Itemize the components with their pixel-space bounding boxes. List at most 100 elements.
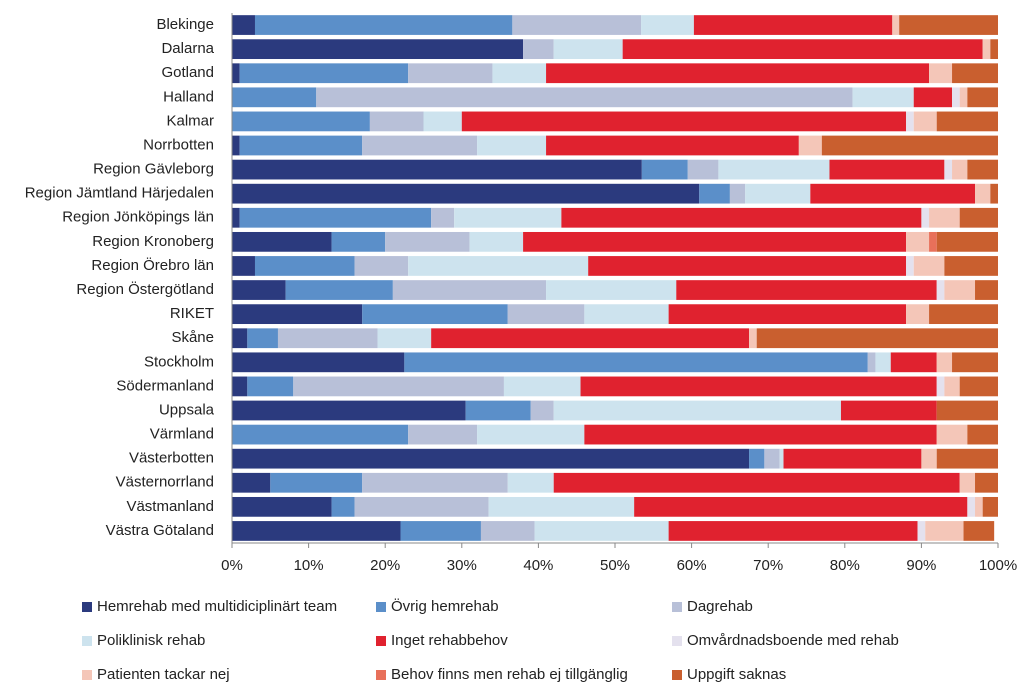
bar-segment bbox=[232, 39, 524, 60]
bar-segment bbox=[975, 280, 998, 300]
bar-segment bbox=[829, 159, 945, 180]
bar-segment bbox=[925, 521, 964, 541]
bar-segment bbox=[641, 15, 694, 35]
bar-segment bbox=[392, 280, 547, 300]
bar-segment bbox=[523, 231, 907, 252]
bar-segment bbox=[967, 496, 976, 517]
bar-segment bbox=[354, 496, 489, 517]
legend-swatch bbox=[376, 602, 386, 612]
bar-segment bbox=[408, 424, 478, 445]
bar-segment bbox=[936, 231, 998, 252]
bar-segment bbox=[232, 135, 240, 156]
legend-label: Uppgift saknas bbox=[687, 666, 786, 683]
bar-segment bbox=[232, 352, 405, 373]
legend-label: Patienten tackar nej bbox=[97, 666, 230, 683]
bar-segment bbox=[929, 207, 960, 228]
bar-segment bbox=[990, 39, 998, 60]
legend-label: Behov finns men rehab ej tillgänglig bbox=[391, 666, 628, 683]
legend-swatch bbox=[672, 636, 682, 646]
bar-segment bbox=[944, 159, 953, 180]
bar-segment bbox=[431, 207, 455, 228]
bar-segment bbox=[408, 63, 493, 84]
bar-segment bbox=[952, 87, 960, 108]
legend-swatch bbox=[82, 636, 92, 646]
bar-segment bbox=[936, 376, 945, 397]
bar-segment bbox=[400, 521, 481, 541]
bar-segment bbox=[232, 400, 466, 421]
bar-segment bbox=[967, 424, 998, 445]
bar-segment bbox=[362, 472, 508, 493]
bar-segment bbox=[408, 256, 589, 276]
bar-segment bbox=[584, 424, 937, 445]
bar-segment bbox=[553, 39, 623, 60]
bar-segment bbox=[967, 87, 998, 108]
bar-segment bbox=[477, 424, 585, 445]
bar-segment bbox=[875, 352, 891, 373]
bar-segment bbox=[783, 448, 922, 469]
bar-segment bbox=[480, 521, 535, 541]
bar-segment bbox=[232, 304, 363, 325]
bar-segment bbox=[331, 496, 355, 517]
bar-segment bbox=[239, 207, 432, 228]
bar-segment bbox=[668, 521, 918, 541]
bar-segment bbox=[431, 328, 750, 349]
bar-segment bbox=[779, 448, 784, 469]
bar-segment bbox=[254, 256, 355, 276]
bar-segment bbox=[982, 496, 998, 517]
x-tick-label: 50% bbox=[600, 557, 630, 574]
bar-segment bbox=[588, 256, 907, 276]
y-tick-label: Värmland bbox=[150, 426, 214, 443]
bar-segment bbox=[641, 159, 688, 180]
bar-segment bbox=[936, 448, 998, 469]
legend-swatch bbox=[672, 602, 682, 612]
bar-segment bbox=[852, 87, 914, 108]
bar-segment bbox=[936, 280, 945, 300]
bar-segment bbox=[553, 400, 841, 421]
legend-swatch bbox=[376, 636, 386, 646]
bar-segment bbox=[423, 111, 462, 132]
bar-segment bbox=[913, 256, 945, 276]
bar-segment bbox=[729, 183, 746, 204]
bar-segment bbox=[921, 448, 937, 469]
bar-segment bbox=[967, 159, 998, 180]
bar-segment bbox=[492, 63, 547, 84]
bar-segment bbox=[362, 135, 478, 156]
bar-segment bbox=[232, 328, 248, 349]
bar-segment bbox=[232, 496, 332, 517]
y-tick-label: Västerbotten bbox=[129, 450, 214, 467]
y-tick-label: Skåne bbox=[171, 329, 214, 346]
x-tick-label: 70% bbox=[753, 557, 783, 574]
bar-segment bbox=[622, 39, 983, 60]
legend-swatch bbox=[82, 670, 92, 680]
bar-segment bbox=[377, 328, 432, 349]
bar-segment bbox=[465, 400, 531, 421]
bar-segment bbox=[232, 63, 240, 84]
bar-segment bbox=[285, 280, 393, 300]
bar-segment bbox=[749, 328, 757, 349]
bar-segment bbox=[821, 135, 998, 156]
bar-segment bbox=[270, 472, 363, 493]
bar-segment bbox=[546, 135, 799, 156]
bar-segment bbox=[534, 521, 669, 541]
bar-segment bbox=[867, 352, 876, 373]
bar-segment bbox=[461, 111, 907, 132]
bar-segment bbox=[892, 15, 900, 35]
bar-segment bbox=[906, 304, 930, 325]
y-tick-label: Västmanland bbox=[126, 498, 214, 515]
y-tick-label: RIKET bbox=[170, 305, 214, 322]
bar-segment bbox=[331, 231, 386, 252]
y-tick-label: Region Östergötland bbox=[76, 280, 214, 298]
legend-label: Poliklinisk rehab bbox=[97, 632, 205, 649]
bar-segment bbox=[959, 472, 976, 493]
legend-swatch bbox=[672, 670, 682, 680]
x-tick-label: 90% bbox=[906, 557, 936, 574]
bar-segment bbox=[718, 159, 830, 180]
bar-segment bbox=[687, 159, 719, 180]
bar-segment bbox=[247, 376, 294, 397]
y-tick-label: Gotland bbox=[161, 64, 214, 81]
bar-segment bbox=[952, 63, 998, 84]
bar-segment bbox=[232, 87, 317, 108]
bar-segment bbox=[561, 207, 922, 228]
bar-segment bbox=[944, 376, 960, 397]
